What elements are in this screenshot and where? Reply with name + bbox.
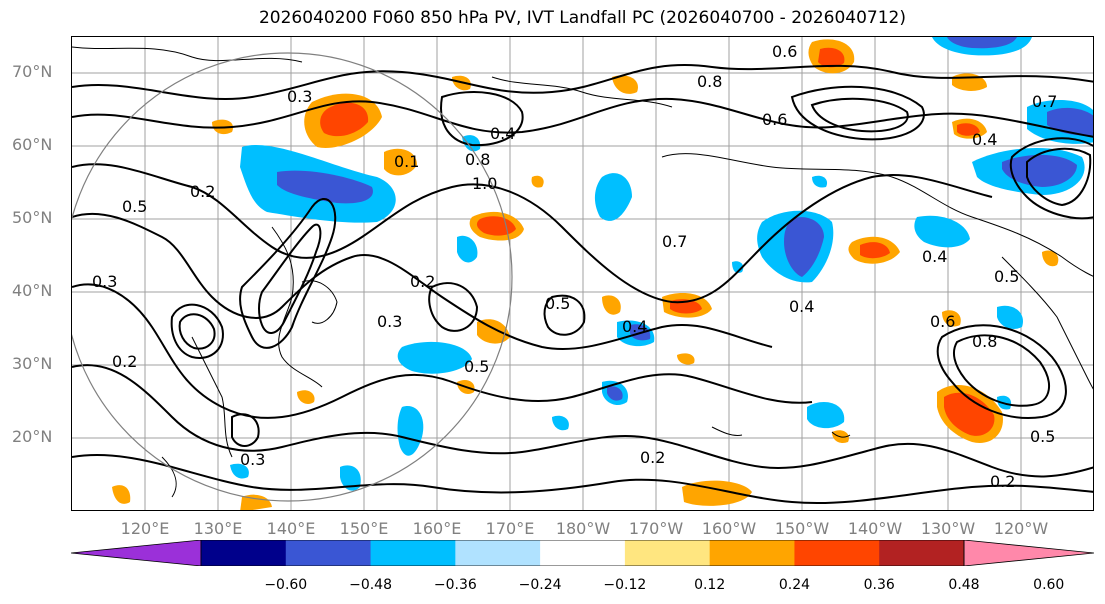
contour-label: 0.2: [990, 472, 1015, 491]
lat-label-70n: 70°N: [12, 62, 53, 81]
lon-label-120w: 120°W: [993, 519, 1049, 538]
colorbar-segment: [201, 540, 287, 566]
lon-label-160e: 160°E: [412, 519, 462, 538]
colorbar-segment: [709, 540, 795, 566]
coastlines: [72, 46, 1093, 498]
colorbar-tick-label: −0.48: [349, 577, 392, 593]
contour-label: 0.6: [762, 110, 787, 129]
colorbar-tick-label: −0.36: [433, 577, 477, 593]
lon-label-180w: 180°W: [555, 519, 611, 538]
contour-label: 0.4: [490, 124, 515, 143]
colorbar-extend-low: [71, 540, 202, 566]
colorbar-segment: [540, 540, 626, 566]
lon-label-170e: 170°E: [485, 519, 535, 538]
contour-label: 0.5: [122, 197, 147, 216]
contour-label: 0.6: [930, 312, 955, 331]
contour-label: 0.3: [240, 450, 265, 469]
lat-label-50n: 50°N: [12, 208, 53, 227]
contour-label: 0.4: [922, 247, 947, 266]
contour-label: 0.5: [545, 294, 570, 313]
contour-label: 0.2: [112, 352, 137, 371]
contour-label: 0.5: [994, 267, 1019, 286]
colorbar-outline: [200, 540, 965, 566]
colorbar-tick-label: −0.60: [264, 577, 308, 593]
positive-anomaly-shading: [112, 39, 1059, 510]
colorbar-segment: [455, 540, 541, 566]
contour-label: 0.4: [972, 130, 997, 149]
lon-label-160w: 160°W: [701, 519, 757, 538]
colorbar: [71, 540, 1094, 566]
colorbar-tick-label: −0.12: [603, 577, 647, 593]
contour-label: 0.3: [287, 87, 312, 106]
negative-anomaly-shading: [230, 37, 1093, 491]
lon-label-140w: 140°W: [847, 519, 903, 538]
contour-label: 0.8: [465, 150, 490, 169]
contour-label: 0.6: [772, 42, 797, 61]
colorbar-tick-label: −0.24: [518, 577, 562, 593]
contour-label: 0.5: [464, 357, 489, 376]
map-canvas: 0.6 0.8 0.3 0.4 0.2 0.5 0.7 0.1 1.0 0.6 …: [72, 37, 1093, 510]
colorbar-segment: [624, 540, 711, 566]
contour-label: 0.2: [410, 272, 435, 291]
contour-label: 1.0: [472, 174, 497, 193]
contour-label: 0.4: [789, 297, 814, 316]
contour-label: 0.8: [972, 332, 997, 351]
contour-label: 0.7: [662, 232, 687, 251]
lon-label-130w: 130°W: [920, 519, 976, 538]
colorbar-tick-label: 0.12: [694, 577, 726, 593]
contour-label: 0.2: [190, 182, 215, 201]
graticule: [72, 37, 1093, 510]
contour-label: 0.3: [377, 312, 402, 331]
contour-label: 0.5: [1030, 427, 1055, 446]
colorbar-segment: [370, 540, 456, 566]
lon-label-150e: 150°E: [339, 519, 389, 538]
lon-label-170w: 170°W: [628, 519, 684, 538]
colorbar-segment: [794, 540, 880, 566]
contour-label: 0.4: [622, 317, 647, 336]
colorbar-tick-label: 0.24: [778, 577, 811, 593]
contour-label: 0.2: [640, 448, 665, 467]
lon-label-140e: 140°E: [266, 519, 316, 538]
pv-contours: [72, 63, 1093, 505]
contour-label-group: 0.6 0.8 0.3 0.4 0.2 0.5 0.7 0.1 1.0 0.6 …: [92, 42, 1057, 491]
lon-label-130e: 130°E: [193, 519, 243, 538]
contour-label: 0.3: [92, 272, 117, 291]
colorbar-tick-label: 0.36: [863, 577, 895, 593]
lat-label-20n: 20°N: [12, 427, 53, 446]
lat-label-40n: 40°N: [12, 281, 53, 300]
contour-label: 0.7: [1032, 92, 1057, 111]
contour-label: 0.1: [394, 152, 419, 171]
reference-circle: [72, 52, 513, 502]
lat-label-60n: 60°N: [12, 135, 53, 154]
colorbar-segment: [285, 540, 372, 566]
colorbar-segments: [71, 540, 1094, 566]
contour-label: 0.8: [697, 72, 722, 91]
lon-label-150w: 150°W: [774, 519, 830, 538]
colorbar-tick-label: 0.60: [1033, 577, 1065, 593]
colorbar-extend-high: [963, 540, 1094, 566]
colorbar-segment: [879, 540, 965, 566]
lat-label-30n: 30°N: [12, 354, 53, 373]
map-title: 2026040200 F060 850 hPa PV, IVT Landfall…: [258, 8, 906, 28]
colorbar-tick-label: 0.48: [948, 577, 980, 593]
lon-label-120e: 120°E: [120, 519, 170, 538]
map-panel: 0.6 0.8 0.3 0.4 0.2 0.5 0.7 0.1 1.0 0.6 …: [71, 36, 1094, 511]
